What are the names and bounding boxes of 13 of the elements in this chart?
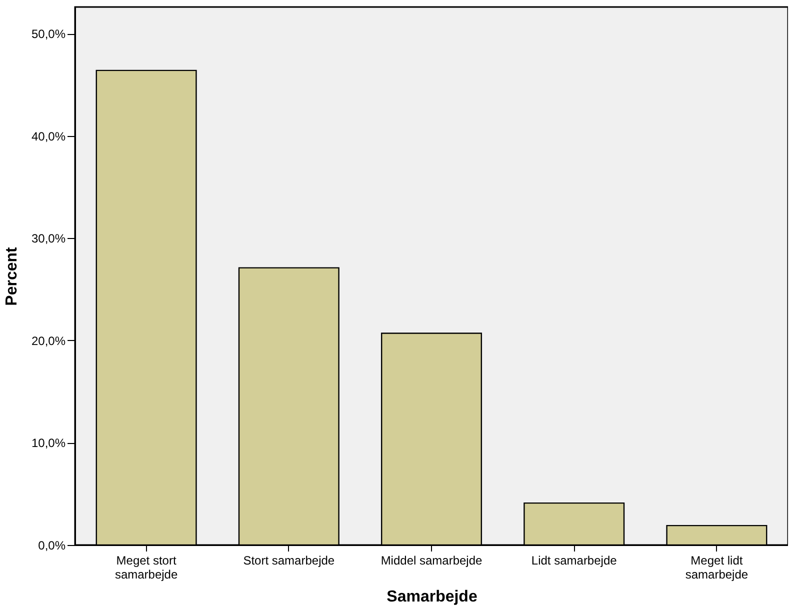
x-tick-label: Meget lidt samarbejde (685, 554, 748, 582)
y-tick-label: 0,0% (38, 538, 66, 552)
x-tick-label: Stort samarbejde (243, 554, 335, 568)
x-axis-title: Samarbejde (386, 588, 478, 606)
y-tick-label: 30,0% (31, 232, 66, 246)
x-tick-label: Meget stort samarbejde (114, 554, 178, 582)
y-tick-label: 20,0% (31, 334, 66, 348)
y-tick-label: 50,0% (31, 27, 66, 42)
y-tick-label: 40,0% (31, 129, 66, 144)
y-axis-title: Percent (3, 246, 20, 306)
x-tick-label: Lidt samarbejde (531, 554, 618, 568)
x-tick-label: Middel samarbejde (380, 554, 483, 568)
y-tick-label: 10,0% (31, 436, 66, 450)
